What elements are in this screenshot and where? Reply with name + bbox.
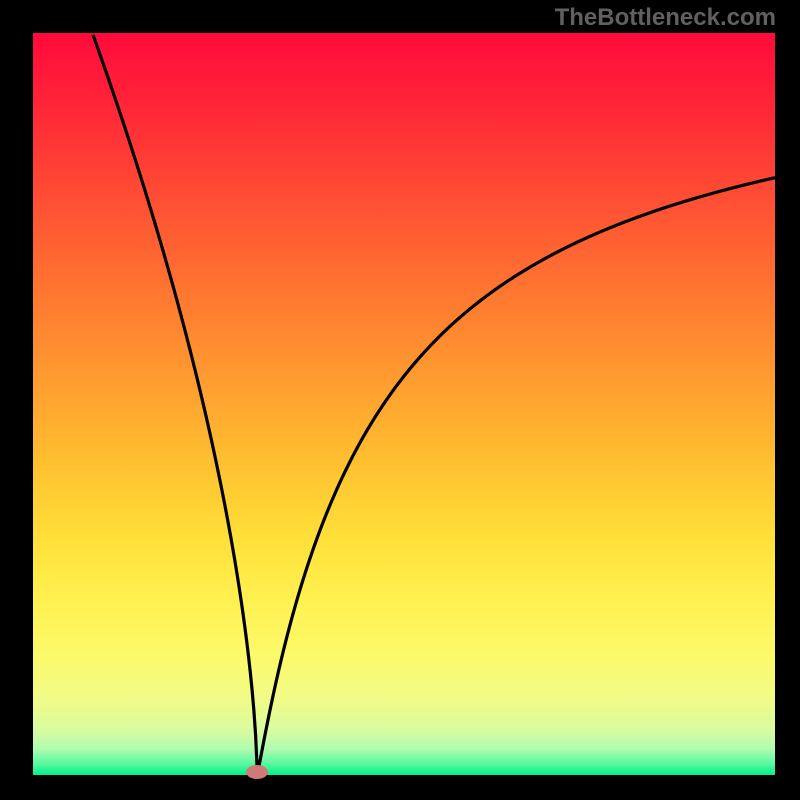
attribution-text: TheBottleneck.com — [555, 4, 776, 32]
curve-layer — [33, 33, 775, 775]
min-marker — [246, 765, 268, 779]
chart-container: TheBottleneck.com — [0, 0, 800, 800]
bottleneck-curve — [93, 35, 775, 774]
plot-area — [33, 33, 775, 775]
